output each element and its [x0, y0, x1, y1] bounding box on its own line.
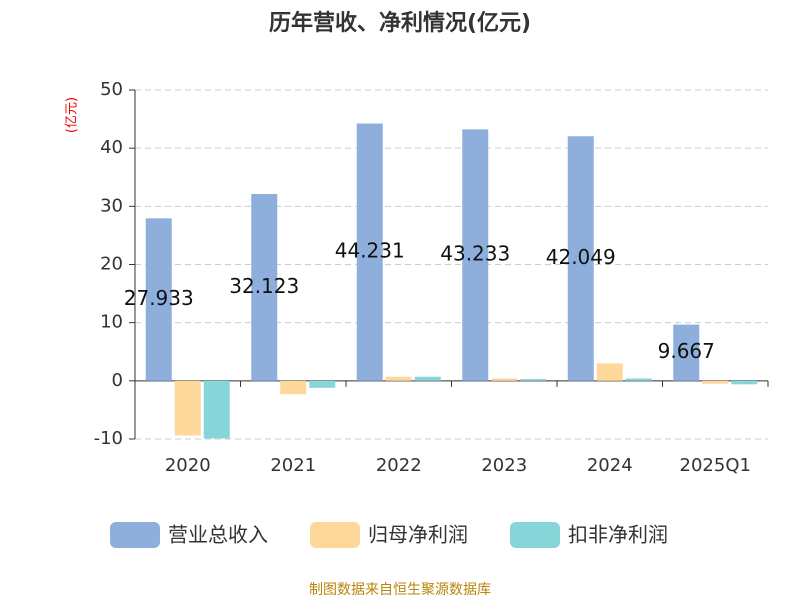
x-tick-label: 2025Q1 [680, 455, 751, 476]
legend-swatch [110, 522, 160, 548]
x-tick-label: 2024 [587, 455, 633, 476]
legend-label: 扣非净利润 [568, 523, 668, 547]
bar [673, 324, 700, 381]
bar [145, 218, 172, 381]
value-label: 42.049 [546, 245, 616, 269]
bar [385, 376, 412, 381]
bar [520, 379, 547, 381]
y-axis-label: (亿元) [65, 97, 80, 133]
bar [596, 363, 623, 381]
y-tick-label: -10 [94, 428, 123, 449]
bar [625, 378, 652, 381]
bar [174, 380, 201, 436]
y-tick-label: 20 [100, 254, 123, 275]
bar [280, 380, 307, 395]
bar [414, 376, 441, 381]
legend-swatch [310, 522, 360, 548]
source-note: 制图数据来自恒生聚源数据库 [309, 582, 491, 598]
x-tick-label: 2023 [481, 455, 527, 476]
y-tick-label: 50 [100, 79, 123, 100]
value-label: 27.933 [124, 286, 194, 310]
y-tick-label: 30 [100, 195, 123, 216]
bar [702, 380, 729, 384]
bar [491, 378, 518, 381]
bar [309, 380, 336, 388]
y-tick-label: 40 [100, 137, 123, 158]
value-label: 32.123 [229, 274, 299, 298]
bar [567, 136, 594, 381]
bar [251, 193, 278, 381]
y-tick-label: 10 [100, 312, 123, 333]
legend-swatch [510, 522, 560, 548]
legend-label: 营业总收入 [168, 523, 268, 547]
x-tick-label: 2020 [165, 455, 211, 476]
bar [356, 123, 383, 381]
bar [731, 380, 758, 385]
bar [462, 129, 489, 381]
value-label: 9.667 [658, 339, 715, 363]
bar [203, 380, 230, 439]
value-label: 44.231 [335, 239, 405, 263]
y-tick-label: 0 [112, 370, 123, 391]
x-tick-label: 2022 [376, 455, 422, 476]
legend-label: 归母净利润 [368, 523, 468, 547]
chart-title: 历年营收、净利情况(亿元) [269, 10, 531, 36]
value-label: 43.233 [440, 242, 510, 266]
x-tick-label: 2021 [270, 455, 316, 476]
